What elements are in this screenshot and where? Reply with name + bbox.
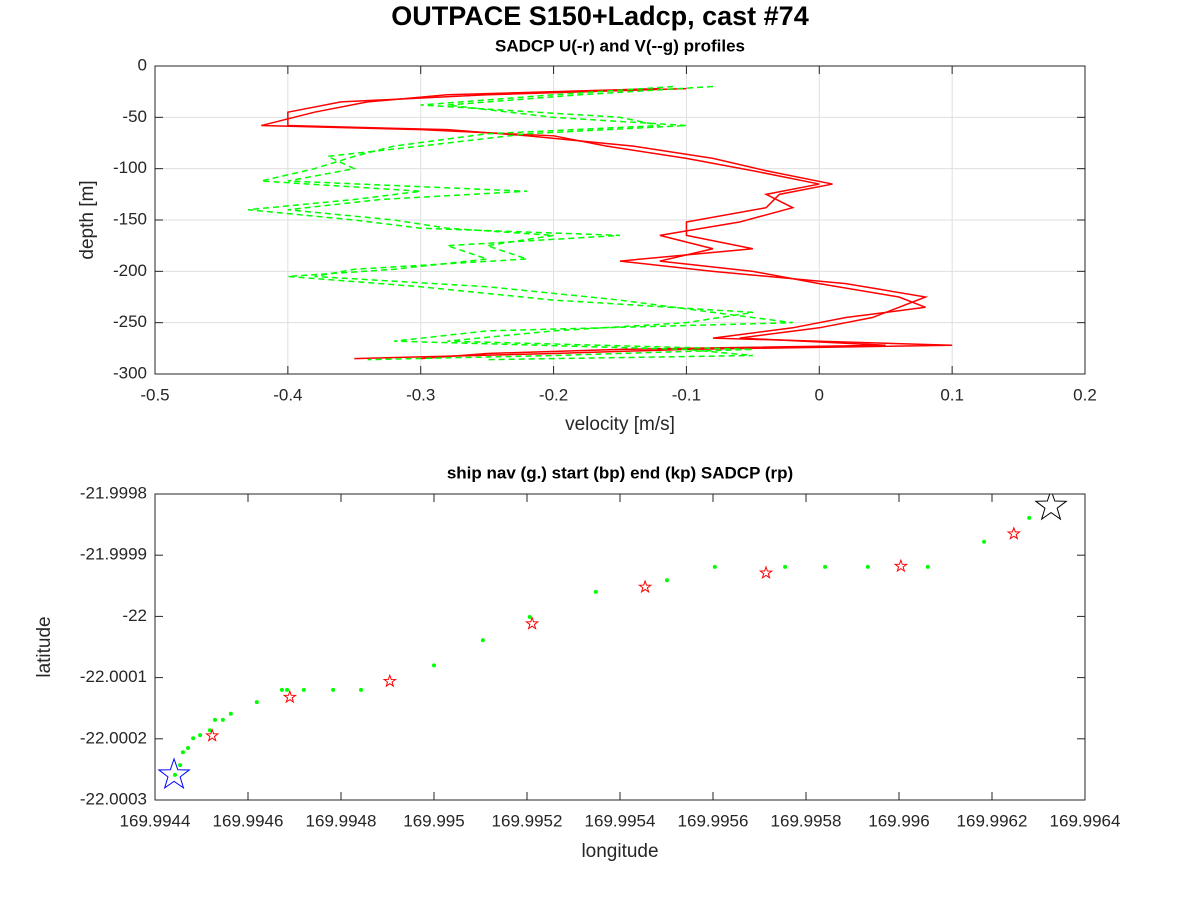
dot-marker bbox=[1027, 515, 1032, 520]
y-tick-label: -200 bbox=[113, 261, 147, 280]
x-tick-label: -0.5 bbox=[140, 385, 169, 404]
y-tick-label: -22.0001 bbox=[80, 667, 147, 686]
x-tick-label: 169.9958 bbox=[771, 811, 842, 830]
star-marker bbox=[893, 558, 909, 573]
x-axis-label: longitude bbox=[581, 841, 658, 862]
x-tick-label: 169.9962 bbox=[957, 811, 1028, 830]
axes-title: ship nav (g.) start (bp) end (kp) SADCP … bbox=[447, 463, 793, 482]
dot-marker bbox=[220, 717, 225, 722]
dot-marker bbox=[254, 700, 259, 705]
star-marker bbox=[1006, 526, 1022, 540]
y-tick-label: -21.9998 bbox=[80, 483, 147, 502]
dot-marker bbox=[593, 589, 598, 594]
x-tick-label: 169.9954 bbox=[585, 811, 656, 830]
star-marker bbox=[637, 579, 653, 594]
y-tick-label: -250 bbox=[113, 312, 147, 331]
dot-marker bbox=[212, 717, 217, 722]
dot-marker bbox=[178, 763, 183, 768]
x-tick-label: 0.1 bbox=[940, 385, 964, 404]
dot-marker bbox=[228, 711, 233, 716]
y-tick-label: -22.0003 bbox=[80, 789, 147, 808]
profile-line bbox=[287, 85, 793, 361]
dot-marker bbox=[432, 663, 436, 668]
dot-marker bbox=[925, 564, 930, 569]
dot-marker bbox=[783, 564, 788, 569]
star-marker bbox=[758, 565, 774, 580]
series-group bbox=[247, 85, 953, 361]
x-tick-label: 169.9946 bbox=[213, 811, 284, 830]
y-tick-label: -50 bbox=[122, 107, 147, 126]
y-tick-label: -22.0002 bbox=[80, 728, 147, 747]
figure-title: OUTPACE S150+Ladcp, cast #74 bbox=[391, 1, 808, 31]
y-tick-label: 0 bbox=[138, 55, 147, 74]
star-marker bbox=[282, 689, 298, 704]
dot-marker bbox=[285, 687, 290, 692]
dot-marker bbox=[712, 564, 717, 569]
plot-area bbox=[155, 494, 1085, 800]
dot-marker bbox=[823, 564, 828, 569]
star-marker bbox=[382, 673, 397, 688]
x-tick-label: -0.1 bbox=[672, 385, 701, 404]
profile-line bbox=[287, 87, 929, 360]
x-tick-label: -0.4 bbox=[273, 385, 302, 404]
dot-marker bbox=[982, 539, 987, 544]
y-tick-label: -100 bbox=[113, 158, 147, 177]
dot-marker bbox=[865, 564, 870, 569]
star-marker bbox=[205, 728, 220, 742]
dot-marker bbox=[279, 687, 284, 692]
y-axis-label: latitude bbox=[34, 616, 55, 677]
dot-marker bbox=[207, 728, 212, 733]
y-tick-label: -150 bbox=[113, 209, 147, 228]
y-tick-label: -21.9999 bbox=[80, 545, 147, 564]
y-tick-label: -22 bbox=[122, 606, 147, 625]
y-axis-label: depth [m] bbox=[77, 180, 98, 259]
dot-marker bbox=[191, 736, 196, 741]
dot-marker bbox=[301, 687, 306, 692]
x-tick-label: 169.9956 bbox=[678, 811, 749, 830]
axes-box bbox=[154, 65, 1086, 375]
dot-marker bbox=[664, 578, 669, 583]
dot-marker bbox=[358, 687, 363, 692]
y-tick-label: -300 bbox=[113, 363, 147, 382]
dot-marker bbox=[186, 745, 191, 750]
x-axis-label: velocity [m/s] bbox=[565, 414, 675, 435]
x-tick-label: -0.2 bbox=[539, 385, 568, 404]
x-tick-label: 0.2 bbox=[1073, 385, 1097, 404]
dot-marker bbox=[172, 772, 177, 777]
star-marker bbox=[157, 757, 191, 790]
dot-marker bbox=[198, 733, 203, 738]
x-tick-label: 169.995 bbox=[403, 811, 464, 830]
x-tick-label: 169.9944 bbox=[120, 811, 191, 830]
x-tick-label: -0.3 bbox=[406, 385, 435, 404]
series-group bbox=[157, 494, 1068, 790]
x-tick-label: 0 bbox=[815, 385, 824, 404]
dot-marker bbox=[331, 687, 336, 692]
axes-box bbox=[154, 493, 1086, 801]
dot-marker bbox=[180, 750, 185, 755]
star-marker bbox=[524, 616, 540, 630]
x-tick-label: 169.9964 bbox=[1050, 811, 1121, 830]
star-marker bbox=[1034, 494, 1068, 521]
x-tick-label: 169.9952 bbox=[492, 811, 563, 830]
axes-title: SADCP U(-r) and V(--g) profiles bbox=[495, 36, 745, 55]
x-tick-label: 169.996 bbox=[868, 811, 929, 830]
x-tick-label: 169.9948 bbox=[306, 811, 377, 830]
dot-marker bbox=[480, 638, 485, 643]
dot-marker bbox=[527, 615, 532, 620]
profile-line bbox=[247, 85, 753, 361]
